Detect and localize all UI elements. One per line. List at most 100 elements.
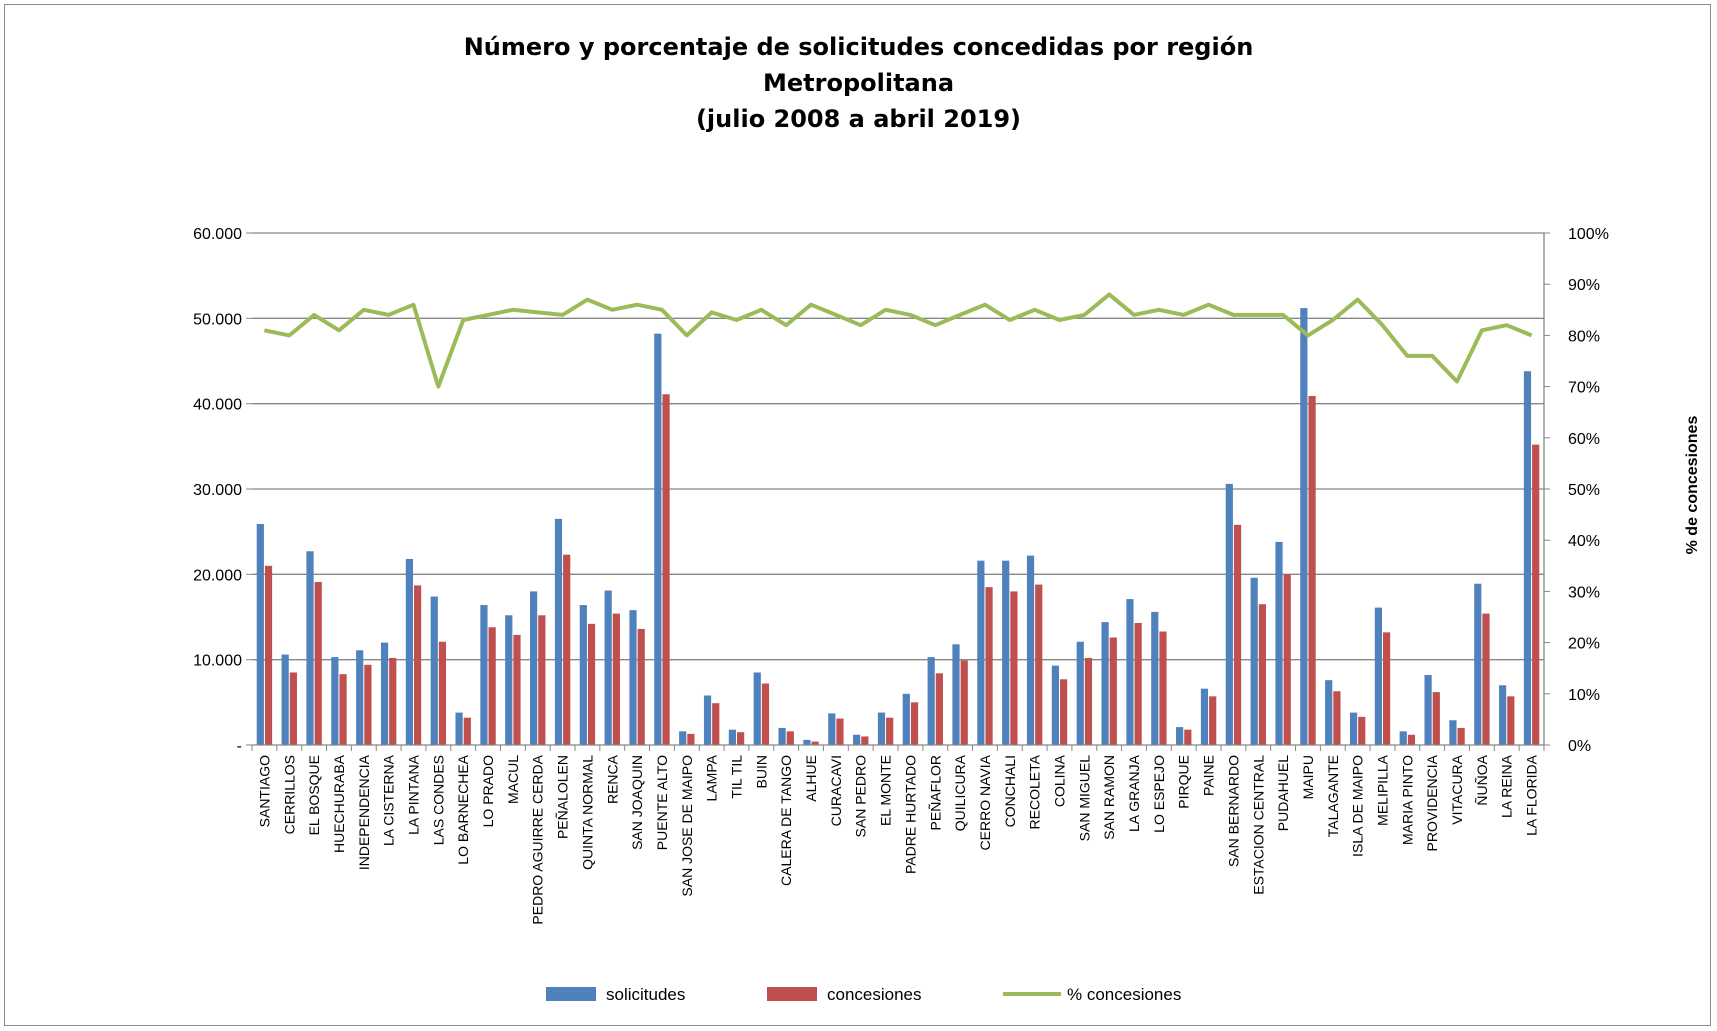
- y2-tick-label: 40%: [1568, 533, 1600, 550]
- bar-solicitudes: [455, 713, 462, 745]
- bar-solicitudes: [1300, 308, 1307, 745]
- category-label: SAN JOSE DE MAIPO: [679, 755, 695, 897]
- bar-solicitudes: [679, 731, 686, 745]
- bar-concesiones: [265, 566, 272, 745]
- bar-solicitudes: [1052, 666, 1059, 745]
- bar-solicitudes: [729, 730, 736, 745]
- category-label: VITACURA: [1449, 754, 1465, 824]
- category-label: LO PRADO: [480, 755, 496, 827]
- category-label: SAN MIGUEL: [1076, 755, 1092, 842]
- bar-solicitudes: [580, 605, 587, 745]
- bar-solicitudes: [754, 672, 761, 745]
- bar-concesiones: [836, 719, 843, 745]
- bar-solicitudes: [1499, 685, 1506, 745]
- legend-concesiones: concesiones: [767, 985, 922, 1004]
- bar-concesiones: [787, 731, 794, 745]
- category-label: PEÑAFLOR: [927, 755, 943, 830]
- bar-solicitudes: [1524, 371, 1531, 745]
- bar-concesiones: [1408, 735, 1415, 745]
- bar-solicitudes: [530, 591, 537, 745]
- bar-solicitudes: [1002, 561, 1009, 745]
- bar-concesiones: [489, 627, 496, 745]
- bar-concesiones: [762, 684, 769, 745]
- bar-concesiones: [1010, 591, 1017, 745]
- y-tick-label: 50.000: [193, 311, 242, 328]
- bar-concesiones: [1383, 632, 1390, 745]
- category-label: SANTIAGO: [256, 755, 272, 827]
- legend-concesiones-label: concesiones: [827, 985, 922, 1004]
- y2-axis-ticks: 0%10%20%30%40%50%60%70%80%90%100%: [1568, 226, 1609, 755]
- bar-concesiones: [1060, 679, 1067, 745]
- bar-concesiones: [389, 658, 396, 745]
- bar-solicitudes: [828, 713, 835, 745]
- bar-solicitudes: [257, 524, 264, 745]
- bar-solicitudes: [1375, 608, 1382, 745]
- bar-concesiones: [464, 718, 471, 745]
- y2-tick-label: 10%: [1568, 687, 1600, 704]
- bar-solicitudes: [803, 740, 810, 745]
- category-label: MACUL: [505, 755, 521, 804]
- y2-tick-label: 0%: [1568, 738, 1591, 755]
- bar-solicitudes: [629, 610, 636, 745]
- percent-line: [264, 294, 1531, 386]
- bar-concesiones: [638, 629, 645, 745]
- category-label: INDEPENDENCIA: [356, 754, 372, 870]
- bar-concesiones: [1259, 604, 1266, 745]
- y2-tick-label: 30%: [1568, 584, 1600, 601]
- bar-solicitudes: [903, 694, 910, 745]
- bar-solicitudes: [1027, 556, 1034, 745]
- bar-concesiones: [588, 624, 595, 745]
- bar-solicitudes: [977, 561, 984, 745]
- bar-concesiones: [961, 661, 968, 745]
- bar-solicitudes: [1176, 727, 1183, 745]
- bar-concesiones: [1209, 696, 1216, 745]
- bar-solicitudes: [480, 605, 487, 745]
- bar-solicitudes: [306, 551, 313, 745]
- bar-concesiones: [414, 585, 421, 745]
- bar-solicitudes: [331, 657, 338, 745]
- bar-concesiones: [339, 674, 346, 745]
- bar-solicitudes: [952, 644, 959, 745]
- bar-solicitudes: [1151, 612, 1158, 745]
- category-label: LO BARNECHEA: [455, 754, 471, 864]
- legend-concesiones-swatch: [767, 987, 817, 1001]
- bar-concesiones: [513, 635, 520, 745]
- y-tick-label: 30.000: [193, 482, 242, 499]
- category-label: ÑUÑOA: [1474, 754, 1490, 805]
- bar-concesiones: [613, 614, 620, 745]
- category-label: LA REINA: [1499, 754, 1515, 818]
- category-label: TALAGANTE: [1325, 755, 1341, 837]
- y2-axis-label: % de concesiones: [1684, 416, 1701, 555]
- bar-solicitudes: [505, 615, 512, 745]
- bar-concesiones: [1234, 525, 1241, 745]
- legend-solicitudes-swatch: [546, 987, 596, 1001]
- category-label: PADRE HURTADO: [902, 755, 918, 874]
- category-label: TIL TIL: [729, 755, 745, 799]
- category-label: SAN PEDRO: [853, 755, 869, 838]
- legend-pct-concesiones: % concesiones: [1003, 985, 1181, 1004]
- y2-tick-label: 80%: [1568, 328, 1600, 345]
- bar-concesiones: [1358, 717, 1365, 745]
- bar-concesiones: [290, 672, 297, 745]
- bar-solicitudes: [1350, 713, 1357, 745]
- category-label: PUDAHUEL: [1275, 755, 1291, 831]
- bar-concesiones: [1159, 632, 1166, 745]
- bar-concesiones: [1507, 696, 1514, 745]
- category-label: CERRILLOS: [281, 755, 297, 834]
- category-label: SAN JOAQUIN: [629, 755, 645, 850]
- bar-concesiones: [662, 394, 669, 745]
- bar-concesiones: [1110, 637, 1117, 745]
- bar-solicitudes: [1325, 680, 1332, 745]
- bar-solicitudes: [1400, 731, 1407, 745]
- category-label: RECOLETA: [1027, 754, 1043, 829]
- bar-concesiones: [1433, 692, 1440, 745]
- category-label: HUECHURABA: [331, 754, 347, 853]
- y-tick-label: 40.000: [193, 397, 242, 414]
- bar-solicitudes: [928, 657, 935, 745]
- bar-solicitudes: [406, 559, 413, 745]
- bar-concesiones: [1482, 614, 1489, 745]
- category-label: CERRO NAVIA: [977, 754, 993, 850]
- category-label: ESTACION CENTRAL: [1250, 755, 1266, 895]
- bar-concesiones: [1333, 691, 1340, 745]
